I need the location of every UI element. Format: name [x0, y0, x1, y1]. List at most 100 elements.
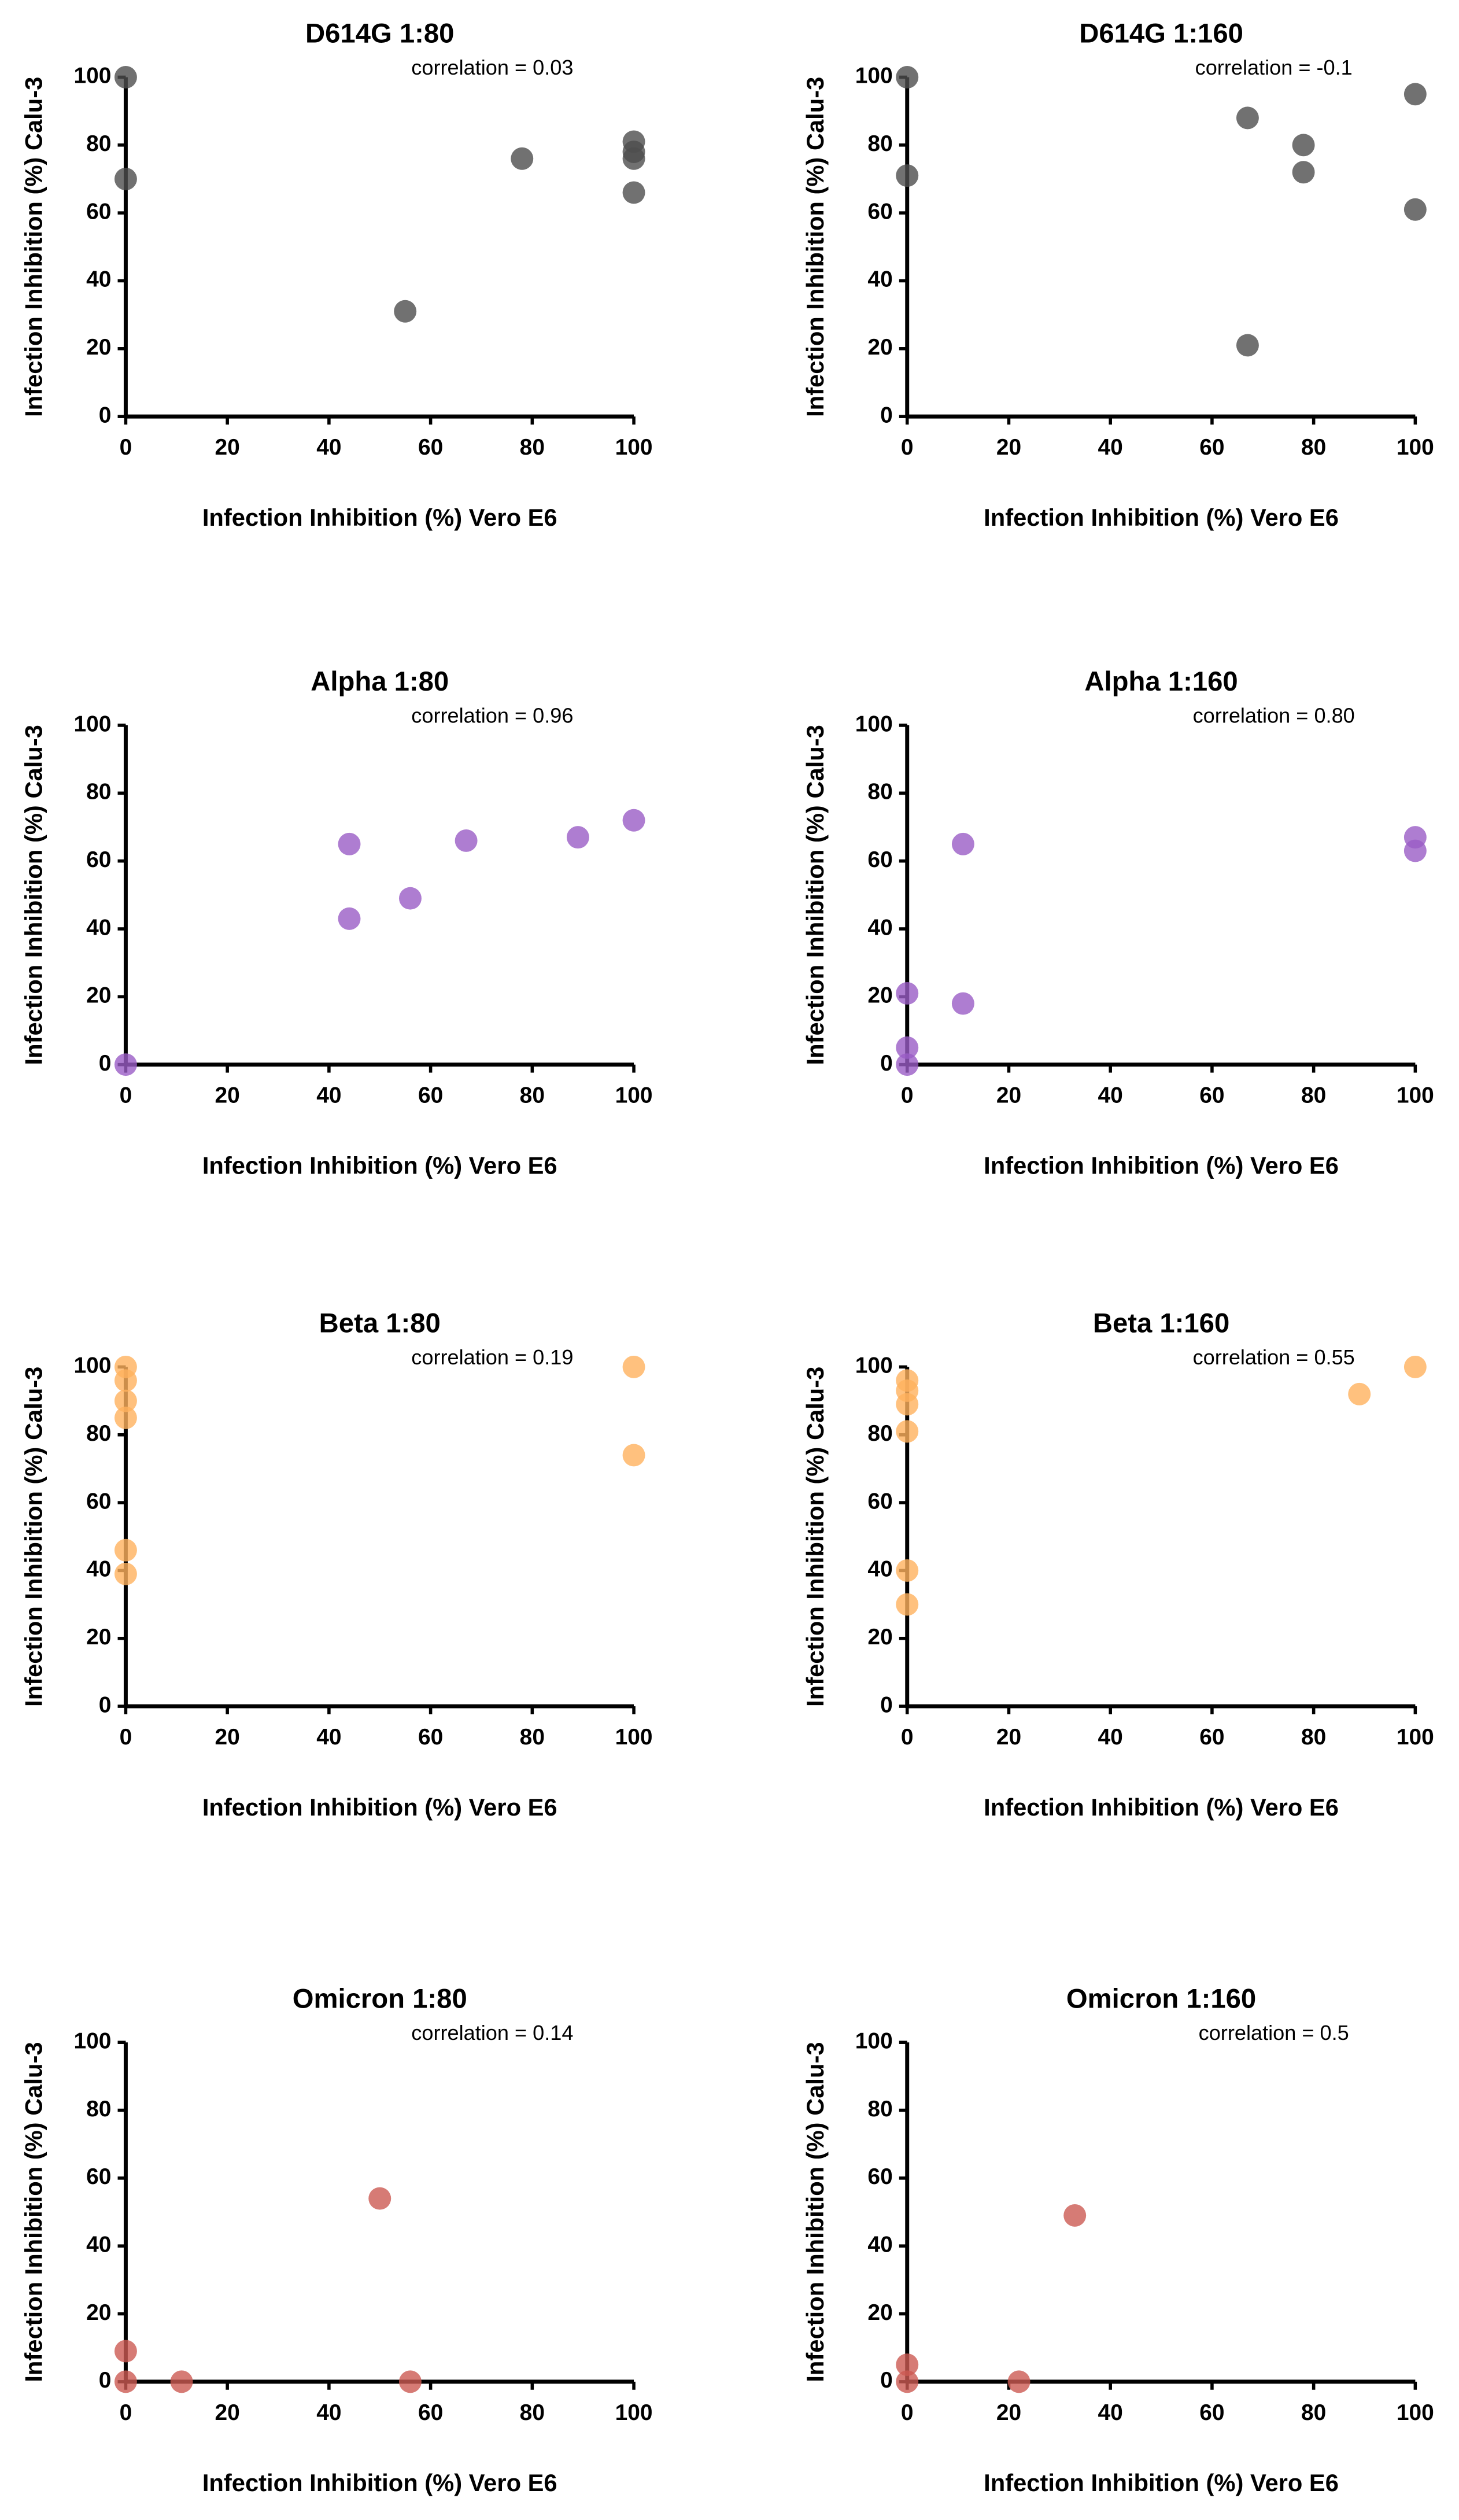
x-tick-label: 40	[1098, 2400, 1123, 2425]
chart-title: Alpha 1:80	[311, 666, 449, 697]
point	[114, 65, 137, 88]
point	[114, 1538, 137, 1562]
x-tick-label: 60	[1199, 1083, 1224, 1108]
annotation: correlation = 0.03	[411, 56, 573, 79]
x-tick-label: 80	[520, 435, 545, 460]
point	[455, 829, 478, 852]
x-tick-label: 100	[615, 1725, 653, 1750]
y-axis-label: Infection Inhibition (%) Calu-3	[801, 1367, 829, 1707]
point	[114, 1406, 137, 1429]
x-tick-label: 0	[120, 435, 132, 460]
annotation: correlation = 0.19	[411, 1345, 573, 1369]
y-axis-label: Infection Inhibition (%) Calu-3	[801, 77, 829, 417]
point	[114, 1053, 137, 1076]
point	[896, 2353, 919, 2377]
point	[1236, 334, 1259, 357]
x-axis-label: Infection Inhibition (%) Vero E6	[202, 504, 557, 531]
y-tick-label: 80	[86, 780, 111, 805]
y-axis-label: Infection Inhibition (%) Calu-3	[20, 2042, 47, 2382]
annotation: correlation = 0.55	[1193, 1345, 1355, 1369]
point	[566, 826, 589, 849]
point	[394, 300, 417, 323]
point	[1403, 839, 1427, 862]
point	[114, 168, 137, 190]
x-tick-label: 20	[215, 1725, 240, 1750]
y-axis-label: Infection Inhibition (%) Calu-3	[20, 77, 47, 417]
point	[1292, 161, 1315, 184]
y-tick-label: 80	[86, 131, 111, 156]
x-tick-label: 100	[1397, 435, 1434, 460]
annotation: correlation = 0.80	[1193, 704, 1355, 728]
point	[622, 809, 645, 832]
x-tick-label: 0	[901, 2400, 914, 2425]
y-tick-label: 60	[86, 1489, 111, 1514]
x-tick-label: 100	[615, 435, 653, 460]
y-tick-label: 20	[86, 2300, 111, 2325]
point	[896, 164, 919, 187]
y-tick-label: 100	[73, 711, 111, 736]
y-tick-label: 0	[99, 1692, 112, 1717]
y-tick-label: 100	[855, 1353, 893, 1378]
point	[1292, 134, 1315, 157]
y-tick-label: 100	[73, 64, 111, 88]
annotation: correlation = 0.14	[411, 2021, 573, 2045]
x-tick-label: 100	[1397, 2400, 1434, 2425]
annotation: correlation = 0.96	[411, 704, 573, 728]
x-tick-label: 100	[1397, 1725, 1434, 1750]
x-tick-label: 80	[520, 1725, 545, 1750]
y-tick-label: 20	[867, 335, 892, 360]
point	[1348, 1382, 1371, 1405]
x-tick-label: 100	[1397, 1083, 1434, 1108]
x-tick-label: 60	[418, 1725, 443, 1750]
point	[399, 2370, 422, 2393]
x-axis-label: Infection Inhibition (%) Vero E6	[202, 1794, 557, 1821]
point	[170, 2370, 193, 2393]
x-tick-label: 80	[1301, 1725, 1326, 1750]
y-axis-label: Infection Inhibition (%) Calu-3	[20, 1367, 47, 1707]
point	[896, 1036, 919, 1059]
y-tick-label: 0	[880, 403, 893, 427]
point	[114, 1389, 137, 1412]
x-axis-label: Infection Inhibition (%) Vero E6	[984, 504, 1339, 531]
x-tick-label: 100	[615, 2400, 653, 2425]
point	[896, 2370, 919, 2393]
point	[114, 1369, 137, 1392]
y-tick-label: 60	[867, 2164, 892, 2189]
x-tick-label: 40	[1098, 435, 1123, 460]
x-tick-label: 0	[901, 1083, 914, 1108]
y-tick-label: 40	[86, 1557, 111, 1582]
point	[896, 1420, 919, 1443]
y-tick-label: 40	[867, 2232, 892, 2257]
y-tick-label: 60	[86, 2164, 111, 2189]
x-tick-label: 40	[316, 2400, 341, 2425]
y-tick-label: 100	[73, 1353, 111, 1378]
x-tick-label: 40	[316, 1725, 341, 1750]
x-tick-label: 40	[1098, 1725, 1123, 1750]
y-tick-label: 40	[867, 267, 892, 292]
chart-title: D614G 1:160	[1079, 19, 1243, 49]
x-tick-label: 80	[520, 1083, 545, 1108]
x-tick-label: 20	[996, 1083, 1021, 1108]
x-tick-label: 0	[901, 435, 914, 460]
y-axis-label: Infection Inhibition (%) Calu-3	[801, 725, 829, 1065]
y-tick-label: 80	[867, 2097, 892, 2121]
y-tick-label: 80	[867, 131, 892, 156]
point	[1403, 1355, 1427, 1378]
y-tick-label: 60	[86, 847, 111, 872]
y-axis-label: Infection Inhibition (%) Calu-3	[801, 2042, 829, 2382]
y-tick-label: 40	[86, 2232, 111, 2257]
y-tick-label: 100	[855, 711, 893, 736]
point	[896, 1559, 919, 1582]
x-tick-label: 40	[316, 1083, 341, 1108]
x-tick-label: 20	[996, 435, 1021, 460]
point	[896, 1593, 919, 1616]
x-axis-label: Infection Inhibition (%) Vero E6	[984, 1794, 1339, 1821]
x-tick-label: 80	[1301, 1083, 1326, 1108]
y-tick-label: 100	[73, 2028, 111, 2053]
point	[622, 1355, 645, 1378]
chart-title: Beta 1:80	[319, 1308, 441, 1339]
y-tick-label: 60	[867, 847, 892, 872]
y-tick-label: 80	[86, 2097, 111, 2121]
